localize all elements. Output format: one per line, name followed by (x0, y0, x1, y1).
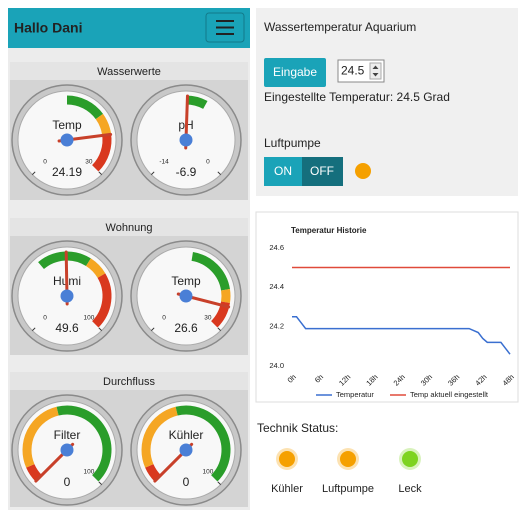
gauge-tick-label: 0 (162, 315, 166, 322)
gauge-band (191, 252, 230, 291)
gauge-band (91, 273, 112, 328)
gauge-band (91, 133, 112, 172)
series-line (292, 316, 511, 355)
y-tick-label: 24.4 (269, 282, 284, 291)
gauge-tick-label: 100 (202, 469, 213, 476)
gauge-tick-label: 0 (206, 159, 210, 166)
gauge-tick (98, 481, 103, 486)
header-title: Hallo Dani (14, 20, 82, 36)
on-button[interactable] (264, 157, 302, 186)
gauge-band (210, 301, 230, 328)
y-tick-label: 24.0 (269, 361, 284, 370)
gauge-tick (217, 327, 222, 332)
gauge-panel-header (10, 372, 248, 390)
gauge-tick-label: 0 (43, 315, 47, 322)
gauge-tick (150, 171, 155, 176)
gauge-tick-label: 100 (83, 469, 94, 476)
status-title: Technik Status: (257, 421, 338, 435)
gauge-hub (60, 443, 74, 457)
status-indicator (402, 451, 418, 467)
aquarium-title: Wassertemperatur Aquarium (264, 20, 416, 34)
off-button[interactable] (302, 157, 343, 186)
spinner[interactable] (369, 62, 382, 80)
gauge-value: 0 (183, 475, 190, 489)
gauge-tick (217, 171, 222, 176)
gauge-hub (60, 133, 74, 147)
gauge-label: Temp (171, 274, 201, 288)
status-label: Kühler (271, 483, 303, 495)
submit-button-label: Eingabe (273, 65, 317, 79)
legend-label: Temperatur (336, 390, 374, 399)
gauge-tick-label: 30 (204, 315, 212, 322)
gauge-tick (98, 171, 103, 176)
temperature-input-value: 24.5 (341, 64, 365, 78)
gauge-tick-label: 30 (85, 159, 93, 166)
gauge-band (85, 258, 106, 279)
gauge-value: 49.6 (55, 321, 79, 335)
off-label: OFF (310, 164, 334, 178)
gauge-hub (179, 133, 193, 147)
gauge-label: Filter (54, 428, 81, 442)
gauge-tick (31, 171, 36, 176)
gauge-band (66, 95, 104, 120)
chart-panel (255, 211, 519, 403)
gauge-band (185, 95, 208, 110)
status-label: Luftpumpe (322, 483, 374, 495)
gauge-value: 26.6 (174, 321, 198, 335)
chart-title: Temperatur Historie (291, 226, 367, 235)
set-temperature-text: Eingestellte Temperatur: 24.5 Grad (264, 90, 450, 104)
gauge-tick (31, 327, 36, 332)
gauge-band (141, 406, 178, 468)
gauge-panel-title: Wasserwerte (97, 66, 161, 78)
y-tick-label: 24.2 (269, 322, 284, 331)
gauge-tick (98, 327, 103, 332)
legend-label: Temp aktuell eingestellt (410, 390, 489, 399)
menu-button[interactable] (205, 12, 245, 43)
gauge-tick-label: 100 (83, 315, 94, 322)
gauge-panel-title: Durchfluss (103, 376, 155, 388)
gauge-label: Temp (52, 118, 82, 132)
gauge-value: 0 (64, 475, 71, 489)
status-indicator (340, 451, 356, 467)
gauge-hub (179, 289, 193, 303)
status-indicator (279, 451, 295, 467)
gauge-label: Kühler (169, 428, 204, 442)
gauge-band (22, 406, 59, 468)
pump-indicator (355, 163, 371, 179)
gauge-tick (217, 481, 222, 486)
gauge-band (175, 405, 231, 482)
gauge-hub (179, 443, 193, 457)
gauge-panel-header (10, 218, 248, 236)
submit-button[interactable] (264, 58, 326, 87)
gauge-value: 24.19 (52, 165, 82, 179)
gauge-tick (150, 327, 155, 332)
gauge-tick-label: 0 (43, 159, 47, 166)
gauge-tick-label: -14 (159, 159, 169, 166)
gauge-panel-title: Wohnung (106, 222, 153, 234)
status-label: Leck (398, 483, 422, 495)
gauge-hub (60, 289, 74, 303)
gauge-value: -6.9 (176, 165, 197, 179)
pump-label: Luftpumpe (264, 136, 321, 150)
on-label: ON (274, 164, 292, 178)
y-tick-label: 24.6 (269, 243, 284, 252)
gauge-band (56, 405, 112, 482)
gauge-band (38, 251, 91, 270)
gauge-panel-header (10, 62, 248, 80)
